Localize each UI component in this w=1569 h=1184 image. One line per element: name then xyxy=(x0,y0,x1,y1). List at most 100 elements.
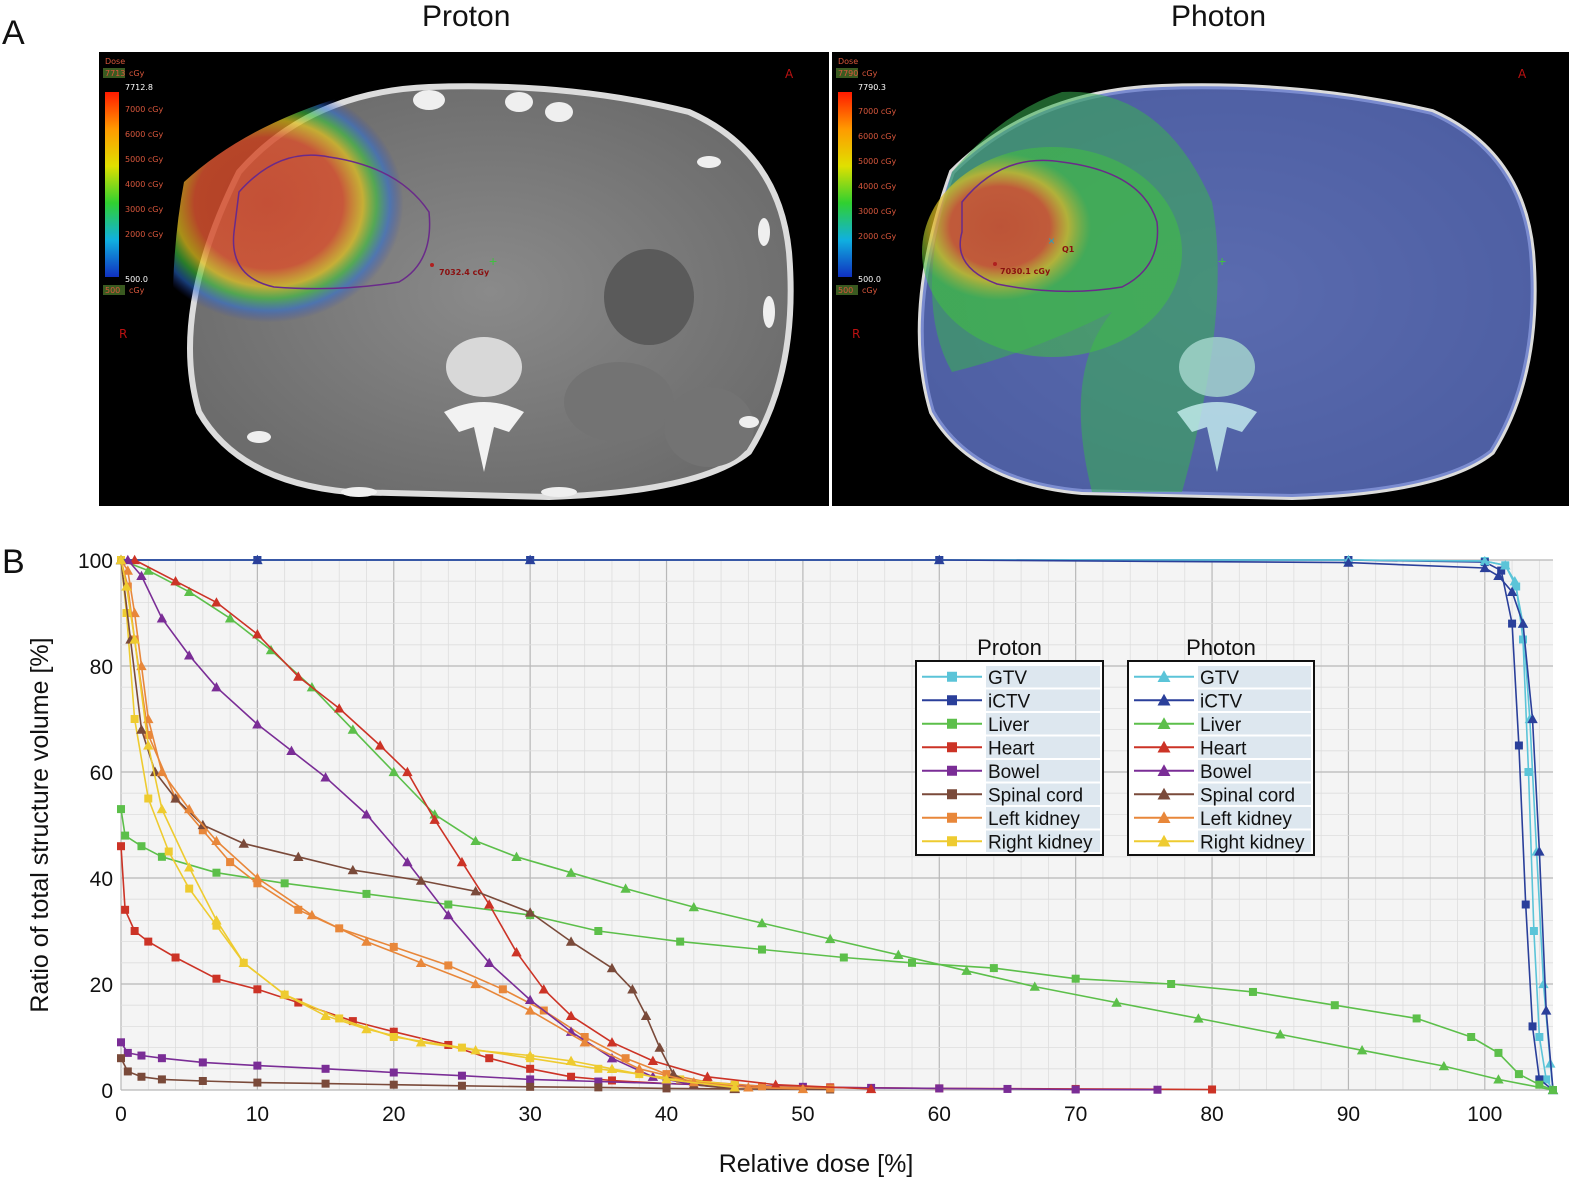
data-point-proton-liver xyxy=(1167,980,1176,988)
data-point-photon-right-kidney xyxy=(415,1037,427,1047)
data-point-photon-bowel xyxy=(443,909,454,920)
photon-ct-image: Dose 7790 cGy 7790.3 7000 cGy 6000 cGy 5… xyxy=(832,52,1569,506)
data-point-photon-heart xyxy=(334,703,345,713)
x-tick-label: 70 xyxy=(1064,1103,1087,1126)
legend-swatch-marker xyxy=(1157,740,1171,753)
data-point-proton-heart xyxy=(117,842,125,851)
data-point-proton-liver xyxy=(1494,1048,1503,1057)
data-point-proton-spinal-cord xyxy=(198,1076,207,1085)
data-point-proton-ictv xyxy=(1535,1075,1544,1084)
data-point-proton-ictv xyxy=(1497,566,1506,575)
legend-swatch-marker xyxy=(947,812,957,823)
data-point-photon-left-kidney xyxy=(129,607,140,618)
legend-label-bg xyxy=(986,736,1100,758)
photon-point-marker-label: Q1 xyxy=(1062,245,1075,254)
proton-colorbar-header: Dose xyxy=(105,57,125,66)
legend-entry-label: Heart xyxy=(1200,738,1247,759)
data-point-proton-bowel xyxy=(526,1075,535,1084)
data-point-proton-right-kidney xyxy=(212,921,221,930)
x-tick-label: 30 xyxy=(518,1103,541,1126)
legend-swatch-marker xyxy=(1157,670,1171,682)
data-point-proton-right-kidney xyxy=(335,1014,344,1023)
data-point-proton-ictv xyxy=(1514,741,1523,750)
panel-label-a: A xyxy=(2,14,25,52)
legend-label-bg xyxy=(1198,830,1311,852)
photon-colorbar-tick-3000: 3000 cGy xyxy=(858,207,897,216)
data-point-proton-right-kidney xyxy=(122,609,131,617)
data-point-proton-left-kidney xyxy=(580,1033,589,1041)
data-point-photon-liver xyxy=(1029,981,1040,991)
proton-ct-svg: Dose 7713 cGy 7712.8 7000 cGy 6000 cGy 5… xyxy=(103,57,794,501)
proton-colorbar-max-value: 7712.8 xyxy=(125,83,153,92)
x-tick-label: 20 xyxy=(382,1103,405,1126)
data-point-photon-right-kidney xyxy=(470,1045,481,1055)
proton-colorbar-tick-5000: 5000 cGy xyxy=(125,155,164,164)
legend-swatch-marker xyxy=(1157,717,1171,729)
proton-image-title: Proton xyxy=(422,0,511,33)
data-point-proton-bowel xyxy=(594,1077,603,1086)
data-point-proton-gtv xyxy=(1518,635,1527,644)
data-point-photon-heart xyxy=(702,1071,713,1081)
data-point-proton-spinal-cord xyxy=(157,1075,166,1084)
data-point-proton-spinal-cord xyxy=(662,1084,671,1093)
photon-colorbar-min-unit: cGy xyxy=(862,286,878,295)
legend-entry-label: GTV xyxy=(1200,668,1239,689)
y-tick-label: 40 xyxy=(90,868,113,891)
data-point-proton-heart xyxy=(526,1064,535,1073)
data-point-photon-spinal-cord xyxy=(470,886,481,896)
data-point-proton-liver xyxy=(362,889,371,898)
y-tick-label: 60 xyxy=(90,762,113,785)
data-point-photon-right-kidney xyxy=(183,862,195,872)
legend-label-bg xyxy=(986,689,1100,711)
data-point-photon-ictv xyxy=(252,554,263,565)
data-point-photon-bowel xyxy=(211,682,222,692)
legend-entry-label: iCTV xyxy=(988,691,1031,712)
x-tick-label: 100 xyxy=(1467,1103,1502,1126)
data-point-photon-liver xyxy=(511,851,522,861)
legend-entry-label: Heart xyxy=(988,738,1035,759)
data-point-proton-liver xyxy=(280,879,289,888)
data-point-proton-heart xyxy=(348,1017,357,1026)
data-point-proton-liver xyxy=(1071,974,1080,983)
data-point-photon-liver xyxy=(388,766,399,777)
data-point-proton-left-kidney xyxy=(621,1054,630,1063)
data-point-photon-right-kidney xyxy=(156,803,168,814)
data-point-photon-heart xyxy=(429,814,440,824)
data-point-proton-bowel xyxy=(198,1058,207,1067)
data-point-photon-right-kidney xyxy=(361,1023,372,1034)
legend-label-bg xyxy=(986,783,1100,805)
proton-colorbar-max-box: 7713 xyxy=(105,69,125,78)
data-point-photon-spinal-cord xyxy=(238,838,249,848)
data-point-proton-liver xyxy=(137,842,146,851)
proton-orientation-right: R xyxy=(119,327,127,341)
x-tick-label: 40 xyxy=(655,1103,678,1126)
legend-entry-label: Bowel xyxy=(988,762,1040,783)
data-point-photon-left-kidney xyxy=(634,1063,645,1073)
data-point-proton-bowel xyxy=(389,1068,398,1077)
data-point-photon-right-kidney xyxy=(211,915,222,925)
data-point-proton-spinal-cord xyxy=(137,1072,146,1081)
data-point-photon-liver xyxy=(1356,1045,1368,1055)
data-point-proton-left-kidney xyxy=(498,985,507,994)
x-tick-label: 10 xyxy=(246,1103,269,1126)
data-point-proton-liver xyxy=(117,805,125,814)
data-point-proton-spinal-cord xyxy=(123,1067,132,1076)
legend-swatch-marker xyxy=(947,789,957,800)
data-point-proton-liver xyxy=(1514,1070,1523,1079)
data-point-photon-heart xyxy=(565,1010,577,1020)
legend-swatch-marker xyxy=(1157,693,1171,706)
legend-label-bg xyxy=(1198,666,1311,688)
legend-label-bg xyxy=(1198,760,1311,782)
data-point-photon-heart xyxy=(647,1055,659,1066)
data-point-photon-right-kidney xyxy=(115,554,127,565)
data-point-proton-heart xyxy=(121,905,130,914)
data-point-photon-heart xyxy=(484,899,495,909)
data-point-proton-left-kidney xyxy=(826,1084,835,1093)
legend-label-bg xyxy=(986,830,1100,852)
data-point-photon-left-kidney xyxy=(122,565,134,575)
data-point-photon-bowel xyxy=(361,809,372,819)
data-point-proton-left-kidney xyxy=(662,1070,671,1079)
data-point-photon-bowel xyxy=(320,772,331,782)
data-point-proton-liver xyxy=(757,945,766,954)
